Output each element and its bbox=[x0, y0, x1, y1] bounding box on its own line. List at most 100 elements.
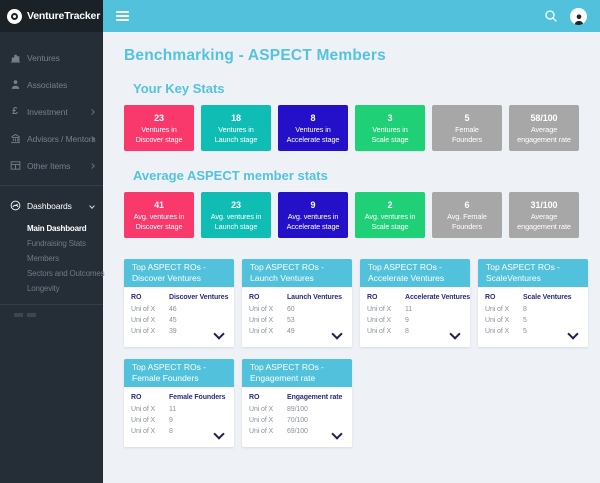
page-title: Benchmarking - ASPECT Members bbox=[124, 47, 386, 64]
stat-label: Ventures in bbox=[372, 124, 408, 134]
sidebar-item-ventures[interactable]: Ventures bbox=[0, 44, 103, 71]
stat-card-avg-scale: 2 Avg. ventures in Scale stage bbox=[355, 192, 425, 238]
sidebar-divider bbox=[0, 185, 103, 186]
stat-value: 58/100 bbox=[530, 112, 558, 123]
stat-card-avg-launch: 23 Avg. ventures in Launch stage bbox=[201, 192, 271, 238]
stat-label: Scale stage bbox=[371, 134, 409, 144]
table-title: ScaleVentures bbox=[486, 273, 541, 283]
sidebar-item-sectors-outcomes[interactable]: Sectors and Outcomes bbox=[27, 269, 105, 278]
table-card-discover-ventures: Top ASPECT ROs - Discover Ventures RO Di… bbox=[124, 259, 234, 347]
sidebar-item-fundraising-stats[interactable]: Fundraising Stats bbox=[27, 239, 86, 248]
table-card-accelerate-ventures: Top ASPECT ROs - Accelerate Ventures RO … bbox=[360, 259, 470, 347]
cell-value: 39 bbox=[169, 327, 177, 335]
sidebar-item-associates[interactable]: Associates bbox=[0, 71, 103, 98]
table-card-header: Top ASPECT ROs - Female Founders bbox=[124, 359, 234, 387]
sidebar-item-other-items[interactable]: Other Items bbox=[0, 152, 103, 179]
cell-value: 70/100 bbox=[287, 416, 308, 424]
sidebar-item-label: Other Items bbox=[27, 160, 71, 171]
table-card-female-founders: Top ASPECT ROs - Female Founders RO Fema… bbox=[124, 359, 234, 447]
table-row: Uni of X 9 bbox=[367, 316, 463, 327]
chevron-down-icon bbox=[89, 202, 95, 209]
avg-stats-heading: Average ASPECT member stats bbox=[133, 168, 328, 183]
stat-card-female-founders: 5 Female Founders bbox=[432, 105, 502, 151]
cell-ro: Uni of X bbox=[367, 327, 392, 335]
user-avatar-icon[interactable] bbox=[570, 7, 587, 25]
app-logo[interactable]: VentureTracker bbox=[0, 0, 103, 32]
key-stats-heading: Your Key Stats bbox=[133, 81, 225, 96]
cell-ro: Uni of X bbox=[131, 316, 156, 324]
search-icon[interactable] bbox=[544, 9, 558, 23]
cell-ro: Uni of X bbox=[131, 427, 156, 435]
cell-ro: Uni of X bbox=[367, 316, 392, 324]
stat-value: 3 bbox=[387, 112, 393, 123]
stat-label: Average bbox=[530, 124, 558, 134]
table-card-header: Top ASPECT ROs - Engagement rate bbox=[242, 359, 352, 387]
cell-ro: Uni of X bbox=[249, 427, 274, 435]
column-header: Engagement rate bbox=[287, 394, 343, 401]
cell-ro: Uni of X bbox=[249, 416, 274, 424]
sidebar-item-advisors-mentors[interactable]: Advisors / Mentors bbox=[0, 125, 103, 152]
person-icon bbox=[9, 79, 21, 91]
cell-ro: Uni of X bbox=[249, 305, 274, 313]
table-title: Female Founders bbox=[132, 373, 199, 383]
table-header-row: RO Engagement rate bbox=[249, 393, 345, 404]
table-header-row: RO Discover Ventures bbox=[131, 293, 228, 304]
table-row: Uni of X 39 bbox=[131, 327, 227, 338]
column-header: Accelerate Ventures bbox=[405, 294, 470, 301]
stat-label: Founders bbox=[451, 134, 483, 144]
hamburger-icon[interactable] bbox=[116, 9, 129, 23]
sidebar-item-dashboards[interactable]: Dashboards bbox=[0, 192, 103, 219]
table-card-body: RO Launch Ventures Uni of X 60 Uni of X 53… bbox=[242, 287, 352, 347]
table-title: Launch Ventures bbox=[250, 273, 314, 283]
stat-card-scale: 3 Ventures in Scale stage bbox=[355, 105, 425, 151]
stat-value: 23 bbox=[231, 199, 241, 210]
stat-label: Scale stage bbox=[371, 221, 409, 231]
top-ros-tables: Top ASPECT ROs - Discover Ventures RO Di… bbox=[124, 259, 600, 447]
stat-label: Ventures in bbox=[218, 124, 254, 134]
cell-value: 49 bbox=[287, 327, 295, 335]
table-title: Top ASPECT ROs - bbox=[250, 261, 325, 272]
stat-label: Avg. ventures in bbox=[287, 211, 339, 221]
cell-ro: Uni of X bbox=[485, 327, 510, 335]
table-card-header: Top ASPECT ROs - Launch Ventures bbox=[242, 259, 352, 287]
sidebar-item-investment[interactable]: £ Investment bbox=[0, 98, 103, 125]
venturetracker-logo-icon bbox=[7, 8, 22, 24]
column-header: RO bbox=[249, 394, 260, 401]
table-row: Uni of X 9 bbox=[131, 416, 227, 427]
stat-label: Average bbox=[530, 211, 558, 221]
stat-value: 31/100 bbox=[530, 199, 558, 210]
table-row: Uni of X 60 bbox=[249, 305, 345, 316]
cell-value: 9 bbox=[405, 316, 409, 324]
stat-label: Discover stage bbox=[135, 221, 183, 231]
table-row: Uni of X 5 bbox=[485, 316, 581, 327]
table-title: Accelerate Ventures bbox=[368, 273, 445, 283]
stat-card-discover: 23 Ventures in Discover stage bbox=[124, 105, 194, 151]
column-header: Launch Ventures bbox=[287, 294, 342, 301]
table-row: Uni of X 11 bbox=[367, 305, 463, 316]
sidebar-item-label: Associates bbox=[27, 79, 68, 90]
table-row: Uni of X 49 bbox=[249, 327, 345, 338]
sidebar-item-members[interactable]: Members bbox=[27, 254, 59, 263]
cell-value: 8 bbox=[405, 327, 409, 335]
cell-value: 89/100 bbox=[287, 405, 308, 413]
stat-label: Avg. ventures in bbox=[364, 211, 416, 221]
table-card-header: Top ASPECT ROs - Discover Ventures bbox=[124, 259, 234, 287]
table-row: Uni of X 8 bbox=[485, 305, 581, 316]
table-card-header: Top ASPECT ROs - Accelerate Ventures bbox=[360, 259, 470, 287]
sidebar-item-longevity[interactable]: Longevity bbox=[27, 284, 60, 293]
bank-icon bbox=[9, 133, 21, 145]
table-row: Uni of X 70/100 bbox=[249, 416, 345, 427]
cell-value: 8 bbox=[169, 427, 173, 435]
cell-value: 5 bbox=[523, 327, 527, 335]
stat-label: Avg. ventures in bbox=[133, 211, 185, 221]
stat-value: 5 bbox=[464, 112, 470, 123]
sidebar-item-main-dashboard[interactable]: Main Dashboard bbox=[27, 224, 87, 233]
table-card-header: Top ASPECT ROs - ScaleVentures bbox=[478, 259, 588, 287]
cell-value: 11 bbox=[169, 405, 177, 413]
stat-label: Launch stage bbox=[214, 221, 258, 231]
sidebar-menu: Ventures Associates £ Investment Advisor… bbox=[0, 32, 105, 317]
stat-label: engagement rate bbox=[517, 221, 571, 231]
sidebar-divider bbox=[0, 304, 103, 305]
main-content: Benchmarking - ASPECT Members Your Key S… bbox=[103, 32, 600, 483]
